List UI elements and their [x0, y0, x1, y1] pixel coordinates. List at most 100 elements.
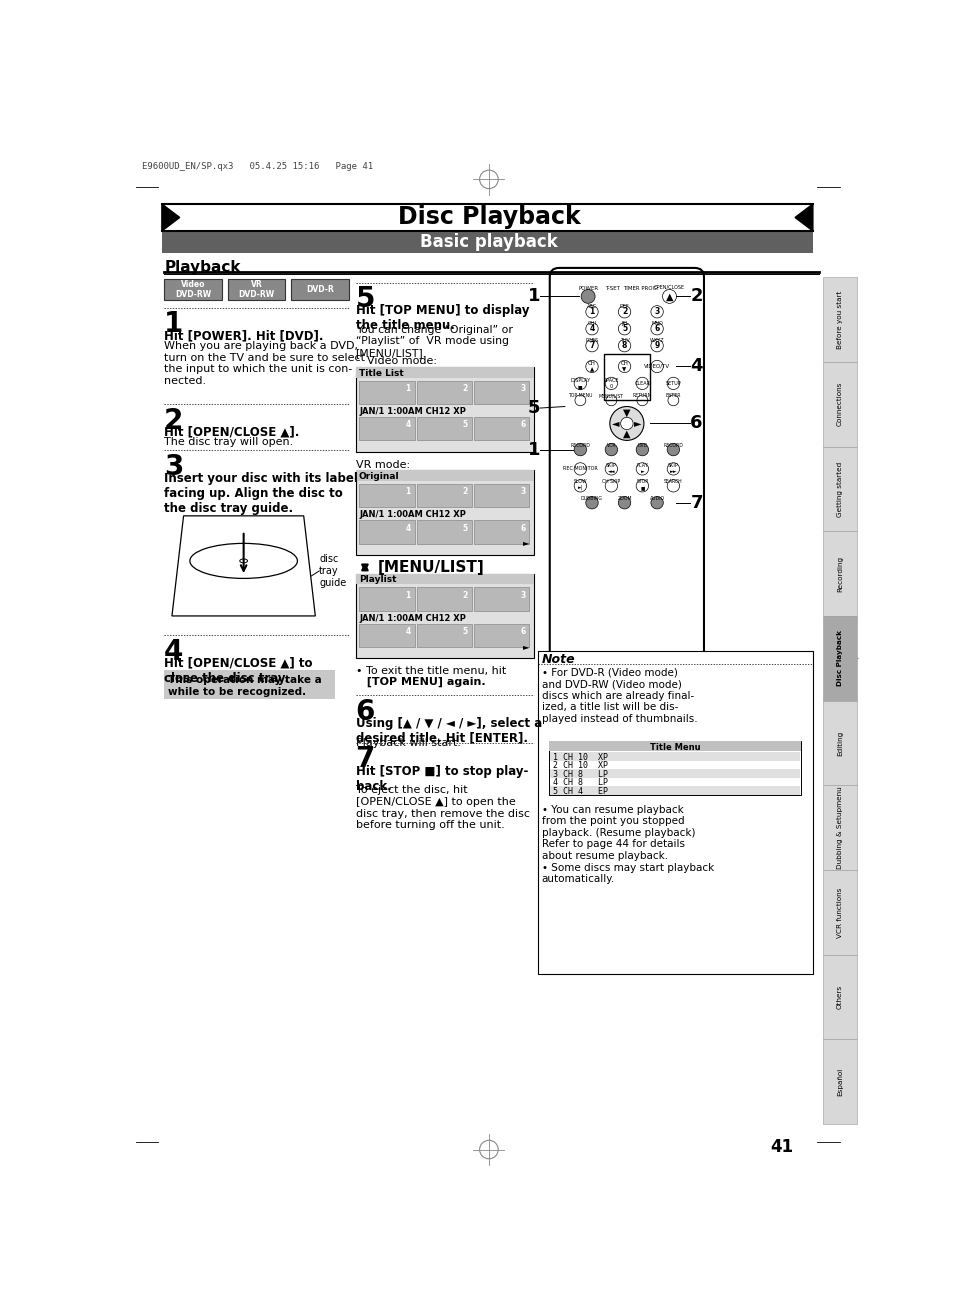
Text: Hit [TOP MENU] to display
the title menu.: Hit [TOP MENU] to display the title menu…: [355, 304, 529, 333]
Text: 2: 2: [164, 406, 183, 434]
Text: You can change “Original” or
“Playlist” of  VR mode using
[MENU/LIST].: You can change “Original” or “Playlist” …: [355, 325, 512, 358]
Text: 1: 1: [405, 384, 410, 393]
Text: 4: 4: [589, 325, 594, 333]
Circle shape: [666, 463, 679, 475]
Text: Others: Others: [836, 985, 842, 1009]
Text: Playback: Playback: [164, 260, 240, 275]
Text: Original: Original: [358, 472, 399, 481]
Text: DVD-R: DVD-R: [306, 285, 334, 295]
Bar: [416, 417, 472, 441]
Text: DISPLAY
■: DISPLAY ■: [570, 377, 590, 389]
Bar: [416, 484, 472, 508]
Text: Connections: Connections: [836, 383, 842, 426]
Bar: [550, 786, 800, 794]
Text: • You can resume playback
from the point you stopped
playback. (Resume playback): • You can resume playback from the point…: [541, 805, 713, 884]
Circle shape: [574, 480, 586, 492]
Text: 2: 2: [462, 488, 468, 496]
Bar: [549, 742, 801, 751]
Text: Playlist: Playlist: [358, 575, 395, 584]
Text: SKIP
◄◄: SKIP ◄◄: [605, 463, 616, 475]
Text: Disc Playback: Disc Playback: [397, 205, 579, 230]
Text: ►: ►: [522, 642, 529, 651]
Text: ZOOM: ZOOM: [617, 496, 631, 501]
Circle shape: [636, 377, 648, 389]
Text: 3: 3: [519, 488, 525, 496]
Circle shape: [605, 394, 617, 406]
Text: SLOW
►|: SLOW ►|: [573, 479, 587, 490]
Circle shape: [585, 497, 598, 509]
Circle shape: [604, 480, 617, 492]
Text: JAN/1 1:00AM CH12 XP: JAN/1 1:00AM CH12 XP: [359, 614, 466, 622]
Text: 1: 1: [164, 310, 183, 338]
Circle shape: [575, 394, 585, 406]
Text: 2: 2: [462, 590, 468, 600]
Circle shape: [666, 377, 679, 389]
Bar: [355, 471, 534, 555]
Text: • For DVD-R (Video mode)
and DVD-RW (Video mode)
discs which are already final-
: • For DVD-R (Video mode) and DVD-RW (Vid…: [541, 668, 697, 725]
Text: DUBBING: DUBBING: [580, 496, 602, 501]
Bar: [359, 381, 415, 404]
Circle shape: [574, 443, 586, 456]
Text: CH
▼: CH ▼: [620, 362, 628, 372]
Circle shape: [604, 377, 617, 389]
Text: DVD: DVD: [637, 443, 647, 447]
Text: 5: 5: [621, 325, 626, 333]
Circle shape: [585, 339, 598, 352]
Bar: [164, 279, 221, 300]
Bar: [474, 381, 529, 404]
Text: JAN/1 1:00AM CH12 XP: JAN/1 1:00AM CH12 XP: [359, 408, 466, 417]
Text: disc
tray
guide: disc tray guide: [319, 555, 346, 588]
Text: Title List: Title List: [358, 368, 403, 377]
Text: 2: 2: [690, 288, 702, 305]
Text: 41: 41: [770, 1139, 793, 1156]
Text: VCR functions: VCR functions: [836, 888, 842, 938]
Text: 5: 5: [462, 627, 468, 635]
Text: MNO: MNO: [651, 321, 662, 326]
Text: ▲: ▲: [665, 292, 673, 301]
Text: 1: 1: [405, 488, 410, 496]
Text: [TOP MENU] again.: [TOP MENU] again.: [358, 677, 485, 686]
FancyBboxPatch shape: [549, 268, 703, 694]
Bar: [416, 588, 472, 610]
Circle shape: [609, 406, 643, 441]
Text: GHI: GHI: [587, 321, 596, 326]
Text: Recording: Recording: [836, 555, 842, 592]
Bar: [474, 521, 529, 543]
Text: [MENU/LIST]: [MENU/LIST]: [377, 560, 483, 575]
Text: 2: 2: [462, 384, 468, 393]
Bar: [416, 381, 472, 404]
Text: CH
▲: CH ▲: [587, 362, 596, 372]
Text: To eject the disc, hit
[OPEN/CLOSE ▲] to open the
disc tray, then remove the dis: To eject the disc, hit [OPEN/CLOSE ▲] to…: [355, 785, 529, 830]
Text: 7: 7: [589, 341, 594, 350]
Bar: [162, 231, 812, 252]
Text: Getting started: Getting started: [836, 462, 842, 517]
Bar: [603, 354, 649, 400]
Text: 3: 3: [654, 308, 659, 317]
Circle shape: [636, 463, 648, 475]
Text: 6: 6: [519, 523, 525, 533]
Bar: [822, 615, 856, 701]
Text: 5: 5: [527, 398, 539, 417]
Circle shape: [667, 394, 679, 406]
Text: SKIP
►►: SKIP ►►: [667, 463, 678, 475]
Circle shape: [650, 322, 662, 335]
Bar: [550, 777, 800, 786]
Text: Editing: Editing: [836, 730, 842, 756]
Bar: [822, 701, 856, 785]
Bar: [359, 588, 415, 610]
Text: Note: Note: [541, 654, 575, 665]
Circle shape: [620, 417, 633, 430]
Text: DEF: DEF: [619, 304, 629, 309]
Circle shape: [661, 289, 676, 304]
Text: 6: 6: [690, 414, 702, 433]
Bar: [822, 1039, 856, 1124]
Bar: [291, 279, 348, 300]
Text: 7: 7: [690, 493, 702, 512]
Text: • To exit the title menu, hit: • To exit the title menu, hit: [355, 665, 505, 676]
Circle shape: [618, 360, 630, 372]
Text: STOP
■: STOP ■: [636, 479, 648, 489]
Bar: [822, 871, 856, 955]
Text: SPACE
0: SPACE 0: [603, 377, 618, 389]
Text: Title Menu: Title Menu: [649, 743, 700, 752]
Text: CLEAR: CLEAR: [634, 381, 650, 385]
